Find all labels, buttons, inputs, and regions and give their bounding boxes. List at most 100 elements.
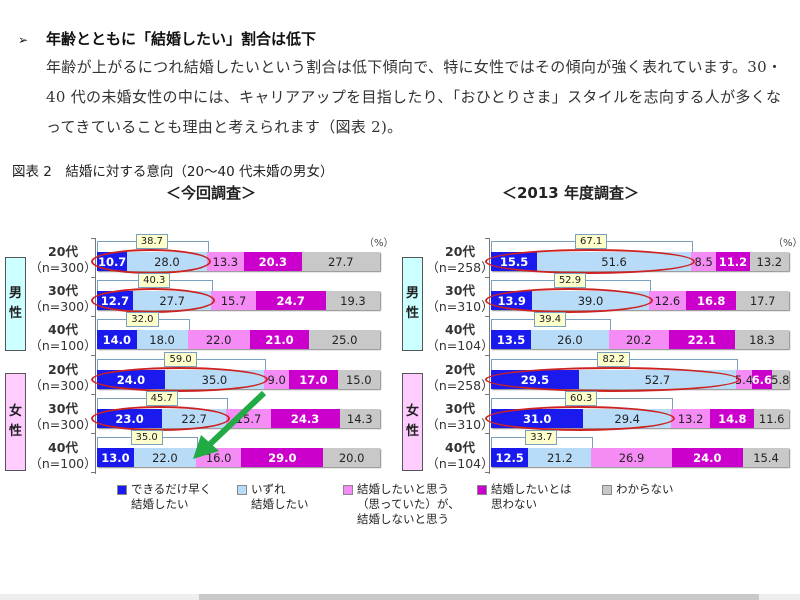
bar-segment: 20.2 [608, 330, 669, 349]
bar-segment: 29.0 [241, 448, 324, 467]
legend-label: いずれ 結婚したい [251, 482, 309, 511]
chart-2013-survey: ＜2013 年度調査＞ （%）男 性女 性 20代 （n=258） 67.1 15.5… [395, 182, 800, 482]
bar-segment: 15.7 [226, 409, 271, 428]
sum-label: 40.3 [138, 273, 171, 288]
bar-segment: 22.0 [187, 330, 250, 349]
bar-segment: 15.0 [337, 370, 380, 389]
legend-label: できるだけ早く 結婚したい [131, 482, 212, 511]
stacked-bar: 13.5 26.0 20.2 22.1 18.3 [491, 330, 790, 349]
row-label: 20代 （n=300） [29, 244, 97, 275]
bar-segment: 8.5 [690, 252, 717, 271]
sum-label: 67.1 [574, 234, 608, 249]
bar-segment: 13.0 [97, 448, 134, 467]
bar-segment: 15.7 [211, 291, 256, 310]
bar-segment: 24.7 [255, 291, 326, 310]
bar-segment: 20.0 [323, 448, 380, 467]
chart-current-survey: ＜今回調査＞ （%）男 性女 性 20代 （n=300） 38.7 10.7 28.0 1… [0, 182, 400, 482]
bar-segment: 18.0 [136, 330, 188, 349]
bar-segment: 14.0 [97, 330, 137, 349]
bar-segment: 13.3 [206, 252, 245, 271]
y-axis-line [489, 238, 490, 474]
axis-tick [485, 394, 490, 395]
axis-tick [485, 355, 490, 356]
axis-tick [485, 238, 490, 239]
sum-label: 45.7 [145, 391, 178, 406]
arrow-bullet-icon: ➢ [18, 33, 29, 47]
heading-text: 年齢とともに「結婚したい」割合は低下 [46, 30, 317, 48]
bar-segment: 22.1 [668, 330, 735, 349]
bar-segment: 14.3 [339, 409, 380, 428]
axis-tick [91, 316, 96, 317]
bar-segment: 18.3 [734, 330, 790, 349]
stacked-bar: 13.0 22.0 16.0 29.0 20.0 [97, 448, 380, 467]
stacked-bar: 14.0 18.0 22.0 21.0 25.0 [97, 330, 380, 349]
bar-segment: 12.6 [648, 291, 687, 310]
highlight-ellipse [91, 249, 211, 274]
legend: できるだけ早く 結婚したい いずれ 結婚したい 結婚したいと思う （思っていた）… [117, 482, 717, 532]
row-label: 40代 （n=104） [426, 440, 494, 471]
legend-item-eventually: いずれ 結婚したい [237, 482, 309, 512]
sum-label: 35.0 [130, 430, 163, 445]
y-axis-line [95, 238, 96, 474]
bar-segment: 17.0 [289, 370, 338, 389]
bar-segment: 21.2 [528, 448, 592, 467]
row-label: 20代 （n=258） [426, 244, 494, 275]
legend-label: わからない [616, 482, 674, 496]
legend-label: 結婚したいとは 思わない [491, 482, 572, 511]
legend-swatch-icon [117, 485, 127, 495]
bar-segment: 5.8 [771, 370, 789, 389]
bar-segment: 11.2 [716, 252, 750, 271]
horizontal-scrollbar-thumb[interactable] [199, 594, 759, 600]
row-label: 40代 （n=104） [426, 322, 494, 353]
row-label: 40代 （n=100） [29, 440, 97, 471]
row-label: 40代 （n=100） [29, 322, 97, 353]
unit-label: （%） [773, 238, 800, 249]
legend-item-asap: できるだけ早く 結婚したい [117, 482, 211, 512]
row-label: 20代 （n=258） [426, 362, 494, 393]
figure-title: 図表 2 結婚に対する意向（20～40 代未婚の男女） [12, 164, 334, 180]
gender-label-male: 男 性 [5, 257, 26, 351]
legend-item-dont-know: わからない [602, 482, 674, 497]
sum-label: 59.0 [164, 352, 197, 367]
legend-swatch-icon [237, 485, 247, 495]
sum-label: 39.4 [533, 312, 567, 327]
highlight-ellipse [485, 249, 695, 274]
row-label: 30代 （n=310） [426, 401, 494, 432]
bar-segment: 5.4 [735, 370, 753, 389]
bar-segment: 13.2 [749, 252, 789, 271]
legend-swatch-icon [602, 485, 612, 495]
row-label: 30代 （n=310） [426, 283, 494, 314]
highlight-ellipse [91, 288, 216, 313]
bar-segment: 24.3 [270, 409, 340, 428]
chart-title: ＜今回調査＞ [166, 184, 257, 202]
bar-segment: 14.8 [710, 409, 755, 428]
bar-segment: 20.3 [244, 252, 302, 271]
axis-tick [91, 277, 96, 278]
legend-swatch-icon [343, 485, 353, 495]
bar-segment: 19.3 [325, 291, 381, 310]
bar-segment: 13.5 [491, 330, 532, 349]
sum-label: 52.9 [553, 273, 587, 288]
sum-label: 60.3 [564, 391, 598, 406]
unit-label: （%） [364, 238, 394, 249]
sum-label: 38.7 [135, 234, 169, 249]
legend-item-want-but-wont: 結婚したいと思う （思っていた）が、 結婚しないと思う [343, 482, 460, 527]
gender-label-female: 女 性 [402, 373, 423, 471]
bar-segment: 15.4 [743, 448, 789, 467]
bar-segment: 17.7 [736, 291, 789, 310]
sum-label: 33.7 [525, 430, 558, 445]
bar-segment: 9.0 [263, 370, 290, 389]
body-paragraph: 年齢が上がるにつれ結婚したいという割合は低下傾向で、特に女性ではその傾向が強く表… [46, 58, 783, 136]
bar-segment: 22.0 [133, 448, 197, 467]
row-label: 20代 （n=300） [29, 362, 97, 393]
green-arrow-annotation-icon [193, 390, 267, 459]
row-label: 30代 （n=300） [29, 401, 97, 432]
axis-tick [91, 355, 96, 356]
axis-tick [91, 394, 96, 395]
sum-label: 82.2 [597, 352, 630, 367]
bar-segment: 6.6 [752, 370, 772, 389]
bar-segment: 25.0 [309, 330, 380, 349]
bar-segment: 11.6 [754, 409, 789, 428]
legend-label: 結婚したいと思う （思っていた）が、 結婚しないと思う [357, 482, 460, 526]
legend-swatch-icon [477, 485, 487, 495]
